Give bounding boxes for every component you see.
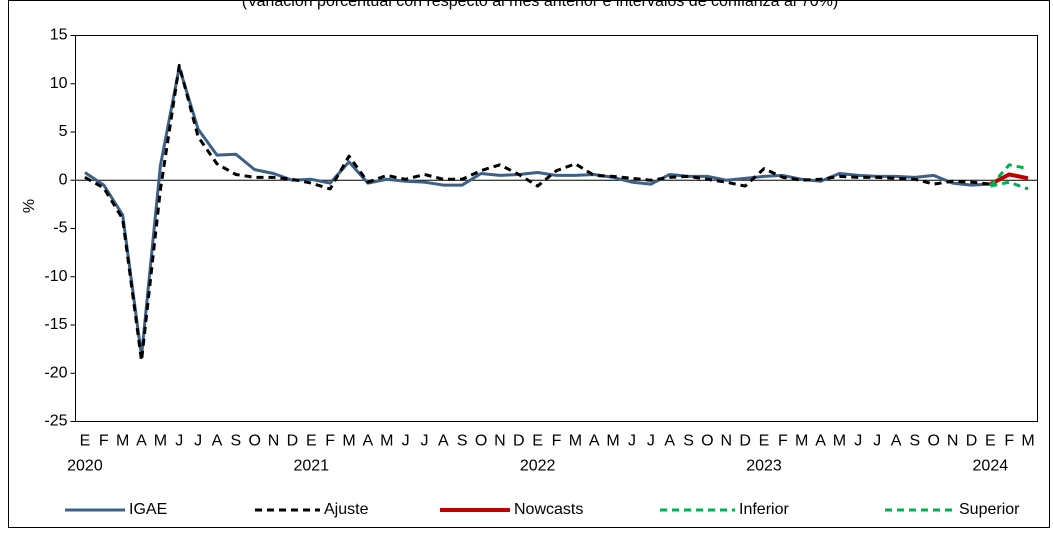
plot-area	[75, 35, 1038, 422]
y-tick-label: -25	[44, 413, 67, 430]
x-tick-label: A	[664, 433, 675, 450]
x-tick-label: S	[230, 433, 241, 450]
x-tick-label: M	[833, 433, 846, 450]
x-tick-label: J	[628, 433, 636, 450]
x-tick-label: O	[928, 433, 940, 450]
x-tick-label: J	[420, 433, 428, 450]
x-tick-label: M	[1021, 433, 1034, 450]
series-line	[989, 163, 1029, 188]
x-tick-label: S	[457, 433, 468, 450]
x-tick-label: O	[248, 433, 260, 450]
x-tick-label: A	[815, 433, 826, 450]
x-tick-label: M	[154, 433, 167, 450]
x-tick-label: D	[287, 433, 299, 450]
x-tick-label: J	[402, 433, 410, 450]
year-label: 2021	[293, 458, 329, 475]
x-tick-label: D	[513, 433, 525, 450]
x-tick-label: A	[212, 433, 223, 450]
x-tick-label: A	[589, 433, 600, 450]
year-label: 2022	[520, 458, 556, 475]
year-label: 2020	[67, 458, 103, 475]
series-line	[84, 63, 991, 363]
x-tick-label: F	[325, 433, 335, 450]
x-tick-label: F	[1004, 433, 1014, 450]
x-tick-label: D	[739, 433, 751, 450]
x-tick-label: M	[116, 433, 129, 450]
legend-label: Nowcasts	[514, 501, 583, 518]
x-tick-label: M	[795, 433, 808, 450]
y-tick-label: 0	[59, 171, 68, 188]
x-tick-label: F	[552, 433, 562, 450]
x-tick-label: E	[985, 433, 996, 450]
series-line	[989, 172, 1029, 186]
y-tick-label: 10	[50, 75, 68, 92]
x-tick-label: J	[194, 433, 202, 450]
x-tick-label: E	[306, 433, 317, 450]
x-tick-label: A	[136, 433, 147, 450]
y-tick-label: -10	[44, 268, 67, 285]
x-tick-label: J	[647, 433, 655, 450]
x-tick-label: S	[910, 433, 921, 450]
x-tick-label: M	[342, 433, 355, 450]
y-tick-label: 15	[50, 27, 68, 44]
y-tick-label: -20	[44, 364, 67, 381]
x-tick-label: N	[947, 433, 959, 450]
x-tick-label: M	[380, 433, 393, 450]
x-tick-label: N	[720, 433, 732, 450]
legend-label: Superior	[959, 501, 1020, 518]
x-tick-label: D	[966, 433, 978, 450]
x-tick-label: E	[80, 433, 91, 450]
x-tick-label: M	[569, 433, 582, 450]
legend-label: Ajuste	[324, 501, 369, 518]
chart-border	[8, 0, 1050, 528]
year-label: 2023	[746, 458, 782, 475]
y-tick-label: -15	[44, 316, 67, 333]
y-tick-label: 5	[59, 123, 68, 140]
x-tick-label: A	[438, 433, 449, 450]
x-tick-label: O	[475, 433, 487, 450]
x-tick-label: J	[854, 433, 862, 450]
x-tick-label: O	[701, 433, 713, 450]
x-tick-label: J	[873, 433, 881, 450]
y-tick-label: -5	[53, 220, 67, 237]
legend-label: IGAE	[129, 501, 167, 518]
series-line	[84, 65, 991, 358]
y-axis-label: %	[21, 199, 38, 213]
x-tick-label: A	[891, 433, 902, 450]
x-tick-label: N	[494, 433, 506, 450]
x-tick-label: N	[268, 433, 280, 450]
x-tick-label: E	[759, 433, 770, 450]
x-tick-label: J	[175, 433, 183, 450]
legend-label: Inferior	[739, 501, 789, 518]
x-tick-label: F	[99, 433, 109, 450]
x-tick-label: S	[683, 433, 694, 450]
x-tick-label: E	[532, 433, 543, 450]
x-tick-label: M	[606, 433, 619, 450]
x-tick-label: F	[778, 433, 788, 450]
series-line	[990, 180, 1029, 191]
x-tick-label: A	[363, 433, 374, 450]
year-label: 2024	[973, 458, 1009, 475]
chart-title: (Variación porcentual con respecto al me…	[242, 0, 838, 10]
